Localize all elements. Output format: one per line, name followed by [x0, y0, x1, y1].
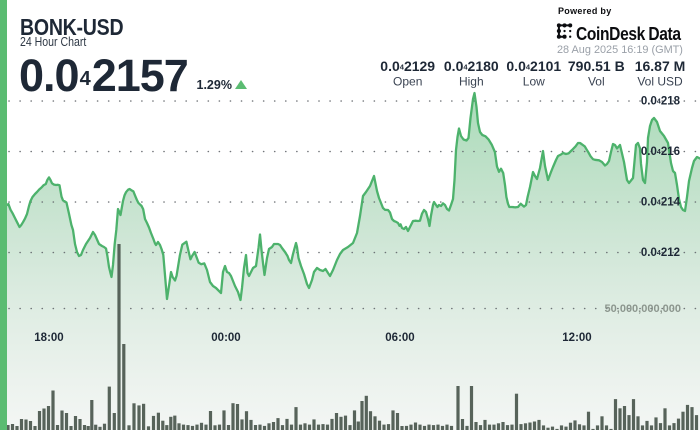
- svg-text:50,000,000,000: 50,000,000,000: [605, 303, 681, 315]
- svg-text:Vol: Vol: [588, 75, 605, 89]
- svg-text:Low: Low: [523, 75, 545, 89]
- svg-text:High: High: [459, 75, 484, 89]
- svg-text:0.042101: 0.042101: [506, 58, 561, 74]
- svg-text:0.04214: 0.04214: [641, 197, 681, 209]
- svg-text:790.51 B: 790.51 B: [568, 58, 625, 74]
- svg-text:0.04218: 0.04218: [641, 96, 681, 108]
- svg-text:00:00: 00:00: [211, 332, 240, 344]
- svg-text:0.04216: 0.04216: [641, 146, 680, 158]
- svg-text:18:00: 18:00: [34, 332, 63, 344]
- svg-text:Vol USD: Vol USD: [637, 75, 683, 89]
- svg-text:06:00: 06:00: [385, 332, 414, 344]
- svg-text:0.042129: 0.042129: [380, 58, 435, 74]
- svg-text:16.87 M: 16.87 M: [635, 58, 686, 74]
- svg-text:0.04212: 0.04212: [641, 247, 680, 259]
- svg-text:12:00: 12:00: [562, 332, 591, 344]
- svg-text:Open: Open: [393, 75, 422, 89]
- svg-text:0.042180: 0.042180: [444, 58, 499, 74]
